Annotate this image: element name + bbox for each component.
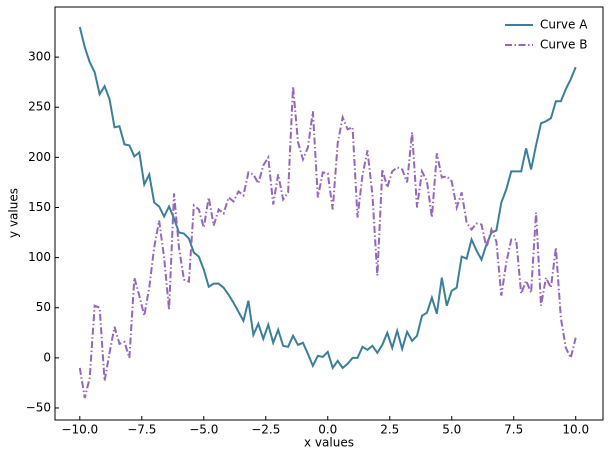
y-tick-label: 100 (28, 250, 51, 264)
legend-label: Curve A (540, 18, 588, 32)
x-tick-label: 5.0 (442, 423, 461, 437)
y-tick-label: 300 (28, 50, 51, 64)
y-tick-label: 250 (28, 100, 51, 114)
plot-frame (54, 6, 604, 421)
x-tick-label: 7.5 (504, 423, 523, 437)
x-tick-label: 2.5 (380, 423, 399, 437)
y-tick-label: 0 (43, 350, 51, 364)
x-tick-label: −5.0 (189, 423, 218, 437)
y-tick-label: 150 (28, 200, 51, 214)
x-tick-label: −7.5 (127, 423, 156, 437)
x-tick-label: −10.0 (61, 423, 98, 437)
y-tick-label: −50 (26, 400, 51, 414)
x-tick-label: 0.0 (318, 423, 337, 437)
x-tick-label: −2.5 (251, 423, 280, 437)
series-line (78, 26, 577, 371)
y-tick-label: 200 (28, 150, 51, 164)
series-line (78, 86, 577, 399)
y-axis-label: y values (7, 188, 21, 238)
y-tick-label: 50 (36, 300, 51, 314)
x-tick-label: 10.0 (562, 423, 589, 437)
x-axis-label: x values (304, 436, 354, 450)
legend-label: Curve B (540, 38, 587, 52)
